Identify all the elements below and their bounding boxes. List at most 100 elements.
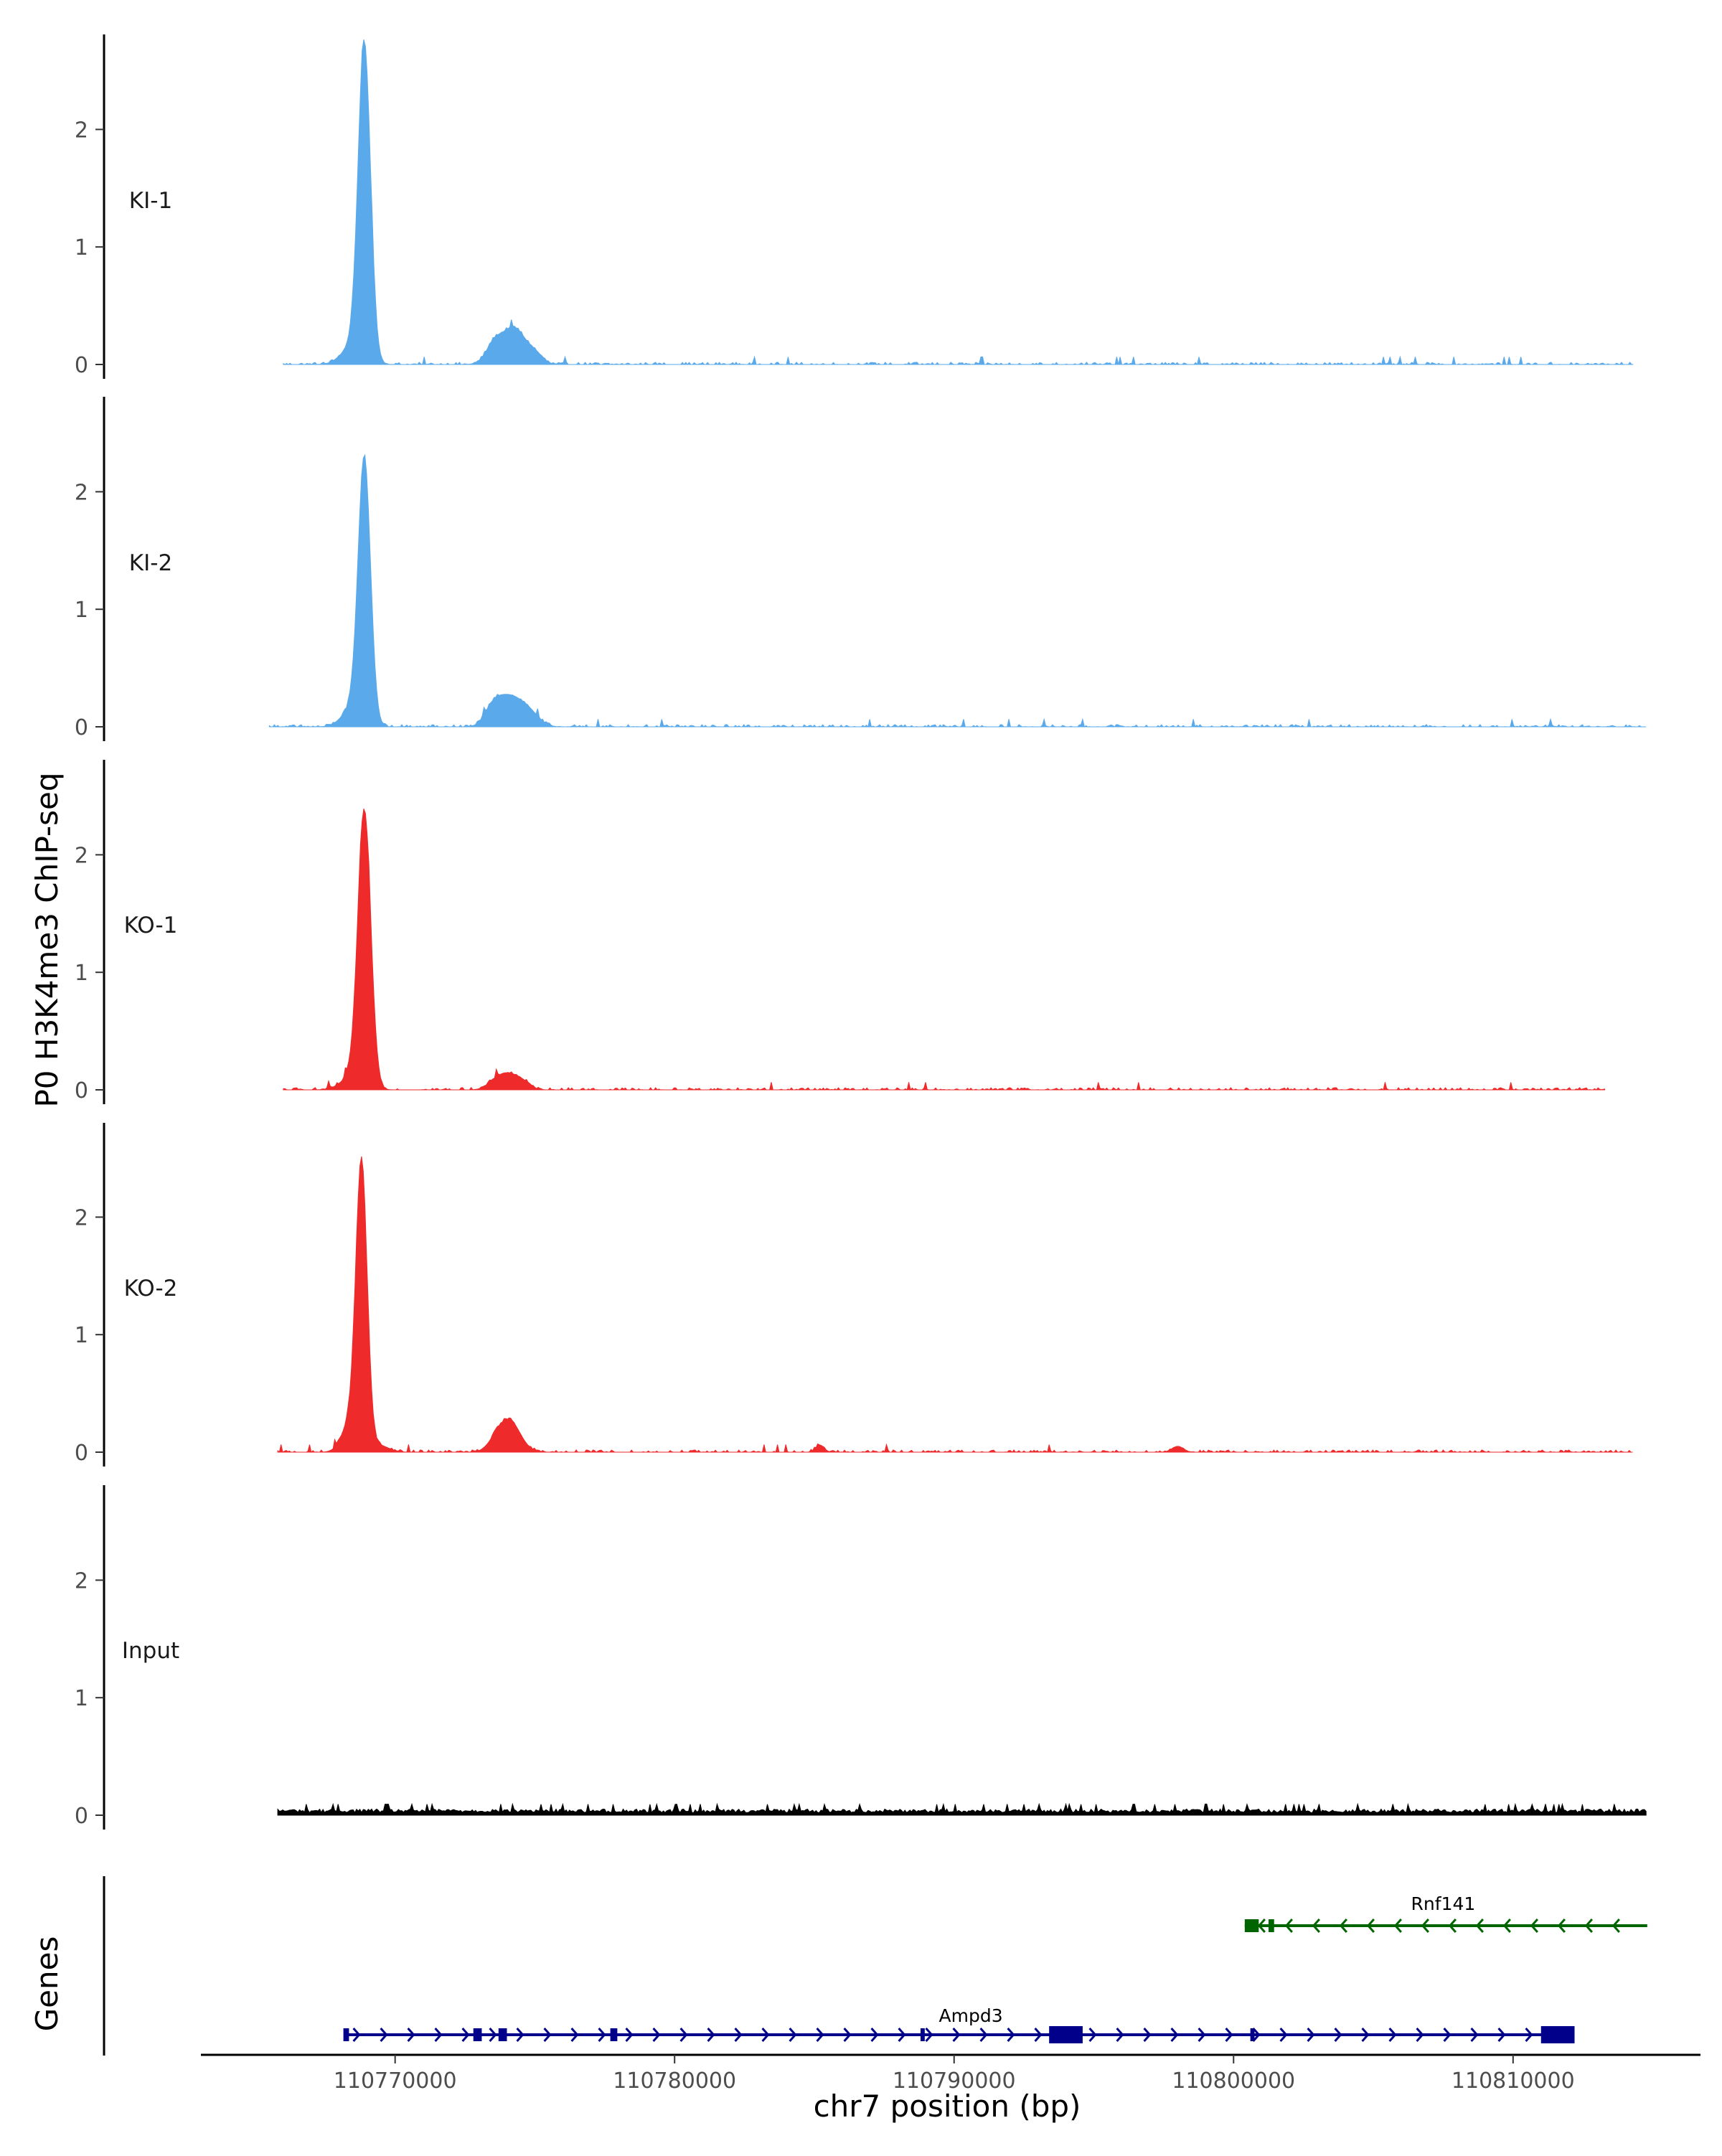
strand-chevron [380,2028,388,2042]
track-input: 0 1 2 Input [75,1485,1647,1830]
y-tick-label: 2 [75,1568,88,1594]
strand-chevron [1279,2028,1288,2042]
strand-chevron [407,2028,415,2042]
genes-axis-title: Genes [29,1936,65,2032]
strand-chevron [434,2028,443,2042]
gene-rnf141: Rnf141 [1244,1893,1647,1933]
strand-chevron [1252,2028,1261,2042]
strand-chevron [1007,2028,1015,2042]
strand-chevron [1525,2028,1533,2042]
y-tick-label: 1 [75,1686,88,1711]
track-label: KI-1 [129,188,172,214]
strand-chevron [1116,2028,1124,2042]
x-tick-label: 110790000 [893,2068,1016,2094]
x-tick-label: 110770000 [334,2068,457,2094]
y-tick-label: 2 [75,118,88,143]
x-tick-label: 110780000 [613,2068,736,2094]
strand-chevron [1388,2028,1397,2042]
strand-chevron [816,2028,824,2042]
strand-chevron [1557,1919,1566,1933]
strand-chevron [1339,1919,1347,1933]
strand-chevron [1497,2028,1506,2042]
track-label: Input [122,1638,179,1664]
strand-chevron [1143,2028,1152,2042]
y-tick-label: 0 [75,1441,88,1466]
track-label: KO-2 [124,1276,178,1301]
strand-chevron [1198,2028,1206,2042]
strand-chevron [789,2028,797,2042]
strand-chevron [1257,1919,1266,1933]
strand-chevron [1170,2028,1179,2042]
strand-chevron [707,2028,715,2042]
track-ki-1: 0 1 2 KI-1 [75,34,1634,379]
strand-chevron [1393,1919,1402,1933]
strand-chevron [979,2028,988,2042]
y-tick-label: 0 [75,1078,88,1103]
strand-chevron [543,2028,552,2042]
y-axis-title: P0 H3K4me3 ChIP-seq [29,772,65,1107]
y-tick-label: 2 [75,1205,88,1230]
strand-chevron [1361,2028,1370,2042]
strand-chevron [1443,2028,1452,2042]
strand-chevron [652,2028,661,2042]
strand-chevron [598,2028,606,2042]
signal-area [277,1802,1647,1816]
strand-chevron [1312,1919,1320,1933]
exon [920,2028,925,2041]
y-tick-label: 1 [75,235,88,260]
y-tick-label: 0 [75,715,88,740]
strand-chevron [761,2028,770,2042]
strand-chevron [1502,1919,1511,1933]
track-ko-1: 0 1 2 KO-1 [75,760,1606,1104]
strand-chevron [352,2028,361,2042]
y-tick-label: 0 [75,353,88,378]
gene-ampd3: Ampd3 [343,2005,1575,2043]
track-ki-2: 0 1 2 KI-2 [75,397,1647,741]
genes-layer: Genes Ampd3 Rnf141 110770000 110780000 110790… [29,1876,1700,2094]
x-tick-label: 110800000 [1172,2068,1295,2094]
strand-chevron [1584,1919,1593,1933]
strand-chevron [516,2028,524,2042]
strand-chevron [1470,2028,1479,2042]
signal-area [283,39,1634,366]
strand-chevron [898,2028,906,2042]
exon [343,2028,349,2041]
y-tick-label: 2 [75,843,88,868]
y-tick-label: 1 [75,598,88,623]
exon [1268,1919,1274,1932]
strand-chevron [489,2028,497,2042]
strand-chevron [843,2028,852,2042]
strand-chevron [734,2028,743,2042]
signal-area [268,453,1647,728]
tracks-layer: 0 1 2 KI-1 0 1 2 KI-2 0 1 2 KO-1 0 1 2 KO-2 0 1 2 Input [75,34,1647,1830]
y-tick-label: 1 [75,961,88,986]
y-tick-label: 1 [75,1323,88,1348]
track-label: KO-1 [124,913,178,938]
track-ko-2: 0 1 2 KO-2 [75,1123,1633,1467]
signal-area [283,809,1606,1091]
strand-chevron [1284,1919,1293,1933]
strand-chevron [870,2028,879,2042]
strand-chevron [925,2028,933,2042]
x-axis-title: chr7 position (bp) [814,2089,1081,2124]
strand-chevron [625,2028,634,2042]
strand-chevron [1366,1919,1375,1933]
x-tick-label: 110810000 [1452,2068,1575,2094]
strand-chevron [1088,2028,1097,2042]
strand-chevron [1334,2028,1342,2042]
y-tick-label: 2 [75,480,88,505]
exon [1250,2028,1255,2041]
exon [473,2028,482,2041]
strand-chevron [1307,2028,1315,2042]
gene-label: Rnf141 [1411,1893,1476,1914]
track-label: KI-2 [129,550,172,576]
signal-area [277,1156,1633,1453]
strand-chevron [1612,1919,1620,1933]
exon [498,2028,507,2041]
exon [1540,2026,1575,2043]
strand-chevron [461,2028,470,2042]
exon [1244,1919,1259,1932]
strand-chevron [570,2028,579,2042]
